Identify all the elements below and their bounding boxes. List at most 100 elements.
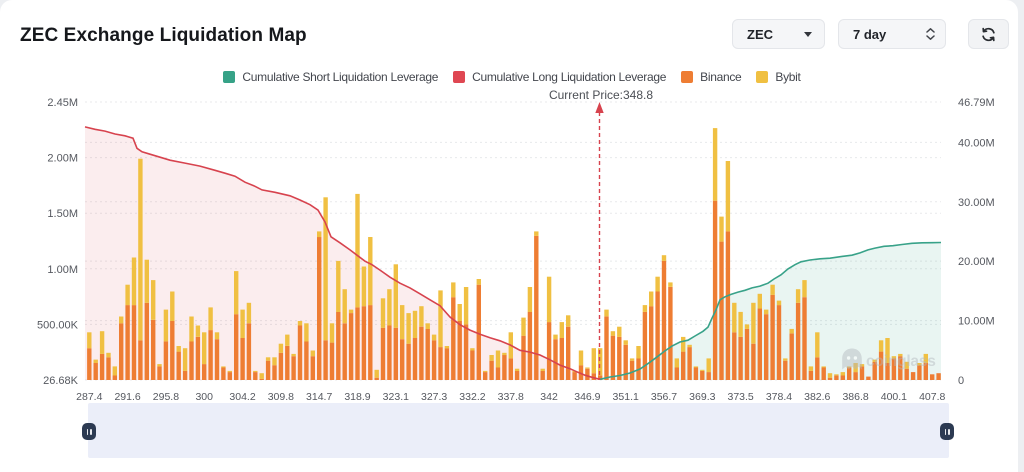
bar-bybit [489,355,494,361]
bar-binance [725,231,731,380]
bar-bybit [642,305,648,312]
bar-binance [923,363,928,380]
long-liquidation-area [85,126,600,381]
bar-binance [99,353,105,380]
bar-binance [808,370,814,380]
bar-binance [170,321,175,380]
bar-binance [457,321,462,380]
coin-select[interactable]: ZEC [732,19,825,49]
svg-text:2.00M: 2.00M [47,153,78,165]
bar-binance [649,306,654,380]
current-price-line [595,102,604,380]
bar-binance [240,338,245,380]
chevron-up-icon[interactable] [926,28,935,33]
zoom-slider-track[interactable] [88,403,949,458]
bar-binance [138,340,143,380]
bar-bybit [400,305,405,340]
bar-binance [348,313,354,380]
bar-bybit [764,309,769,315]
bar-bybit [859,364,865,367]
bar-binance [87,348,92,380]
bar-binance [917,365,922,380]
bar-binance [693,367,699,380]
svg-text:500.00K: 500.00K [37,319,79,331]
bar-bybit [540,368,545,371]
bar-bybit [234,271,239,315]
bar-bybit [757,293,762,309]
bar-binance [502,355,507,380]
bar-binance [802,297,807,380]
bar-binance [712,200,718,380]
bar-bybit [451,282,456,298]
bar-bybit [93,359,98,363]
bar-binance [878,351,884,380]
bar-binance [629,360,635,380]
chevron-down-icon[interactable] [926,35,935,40]
svg-text:30.00M: 30.00M [958,197,995,209]
timeframe-value: 7 day [853,26,887,42]
bar-binance [214,339,220,380]
stepper-icons[interactable] [926,28,935,40]
bar-binance [910,372,916,380]
bar-bybit [661,255,667,261]
bar-binance [623,344,628,380]
bar-bybit [610,331,616,336]
bar-bybit [246,302,252,324]
bar-binance [297,325,303,380]
svg-text:2.45M: 2.45M [47,97,78,109]
legend-item-1[interactable]: Cumulative Long Liquidation Leverage [453,70,666,84]
legend-label: Cumulative Long Liquidation Leverage [472,70,667,84]
bar-bybit [361,266,367,307]
bar-binance [272,365,277,380]
bar-binance [591,373,596,380]
bar-bybit [272,357,277,366]
bar-bybit [380,298,386,328]
bar-binance [495,367,501,380]
bar-binance [770,294,775,380]
bar-bybit [566,315,571,327]
bar-bybit [144,259,149,303]
bar-bybit [815,332,820,358]
legend-swatch [756,71,769,83]
bar-bybit [151,280,156,320]
bar-binance [783,360,788,380]
bar-binance [144,302,149,380]
bar-binance [521,335,526,380]
legend-item-3[interactable]: Bybit [756,70,801,84]
zoom-slider-left-handle[interactable] [82,423,96,440]
bar-bybit [406,313,411,344]
bar-bybit [476,279,481,285]
bar-binance [553,339,558,380]
bar-binance [400,339,405,380]
bar-binance [112,375,117,380]
bar-bybit [278,343,284,353]
bar-bybit [527,287,533,312]
bar-binance [572,372,577,380]
bar-bybit [738,311,743,337]
bar-bybit [329,323,335,343]
legend-item-2[interactable]: Binance [681,70,742,84]
svg-text:1.00M: 1.00M [47,264,78,276]
bar-bybit [546,276,552,323]
bar-binance [757,308,762,380]
legend: Cumulative Short Liquidation Leverage Cum… [0,70,1024,84]
refresh-button[interactable] [968,19,1009,49]
zoom-slider-right-handle[interactable] [940,423,954,440]
bar-binance [719,241,724,380]
bar-bybit [227,370,232,372]
bar-binance [227,372,232,380]
bar-binance [151,319,156,380]
bar-bybit [182,348,188,371]
bar-bybit [706,358,711,372]
timeframe-input[interactable]: 7 day [838,19,946,49]
bar-binance [374,377,379,380]
bar-bybit [840,372,845,376]
bar-bybit [125,284,130,306]
bar-binance [687,347,692,380]
refresh-icon [982,27,995,41]
bar-binance [866,376,871,380]
bar-binance [661,260,667,380]
legend-item-0[interactable]: Cumulative Short Liquidation Leverage [223,70,438,84]
bar-bybit [681,336,686,352]
